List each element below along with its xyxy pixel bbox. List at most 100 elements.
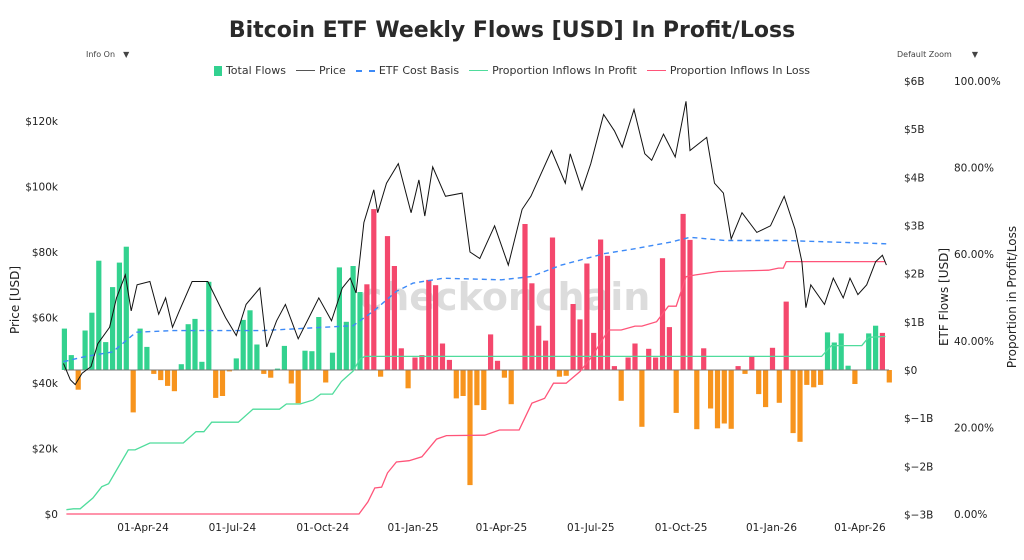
outflow-bar[interactable] bbox=[219, 370, 226, 396]
inflow-loss-bar[interactable] bbox=[522, 224, 528, 370]
outflow-bar[interactable] bbox=[763, 370, 769, 408]
outflow-bar[interactable] bbox=[165, 370, 171, 386]
outflow-bar[interactable] bbox=[213, 370, 219, 398]
info-toggle-dropdown[interactable]: Info On ▼ bbox=[86, 50, 129, 59]
inflow-loss-bar[interactable] bbox=[577, 319, 583, 370]
inflow-profit-bar[interactable] bbox=[343, 321, 349, 370]
proportion-profit-line[interactable] bbox=[66, 335, 886, 511]
inflow-loss-bar[interactable] bbox=[536, 325, 542, 370]
outflow-bar[interactable] bbox=[501, 370, 507, 378]
inflow-loss-bar[interactable] bbox=[384, 236, 391, 370]
outflow-bar[interactable] bbox=[130, 370, 136, 413]
outflow-bar[interactable] bbox=[742, 370, 748, 374]
inflow-profit-bar[interactable] bbox=[866, 333, 872, 370]
inflow-loss-bar[interactable] bbox=[543, 340, 549, 370]
inflow-profit-bar[interactable] bbox=[336, 267, 342, 370]
inflow-profit-bar[interactable] bbox=[316, 317, 322, 370]
inflow-loss-bar[interactable] bbox=[419, 355, 425, 370]
legend-item-proportion-profit[interactable]: Proportion Inflows In Profit bbox=[469, 64, 637, 77]
inflow-profit-bar[interactable] bbox=[329, 352, 336, 370]
inflow-loss-bar[interactable] bbox=[646, 348, 652, 370]
legend-item-total-flows[interactable]: Total Flows bbox=[213, 64, 286, 77]
inflow-loss-bar[interactable] bbox=[433, 285, 439, 370]
etf-cost-basis-line[interactable] bbox=[63, 236, 887, 363]
legend-item-etf-cost-basis[interactable]: ETF Cost Basis bbox=[355, 64, 459, 77]
inflow-profit-bar[interactable] bbox=[357, 292, 363, 370]
inflow-profit-bar[interactable] bbox=[233, 358, 239, 370]
inflow-profit-bar[interactable] bbox=[103, 342, 109, 370]
inflow-loss-bar[interactable] bbox=[446, 359, 452, 370]
outflow-bar[interactable] bbox=[378, 370, 384, 377]
outflow-bar[interactable] bbox=[639, 370, 645, 427]
inflow-profit-bar[interactable] bbox=[199, 361, 205, 370]
inflow-profit-bar[interactable] bbox=[247, 310, 253, 370]
inflow-profit-bar[interactable] bbox=[185, 324, 191, 370]
inflow-loss-bar[interactable] bbox=[604, 255, 611, 370]
inflow-loss-bar[interactable] bbox=[735, 366, 741, 370]
inflow-loss-bar[interactable] bbox=[666, 327, 672, 370]
outflow-bar[interactable] bbox=[474, 370, 480, 406]
inflow-profit-bar[interactable] bbox=[274, 368, 281, 370]
inflow-profit-bar[interactable] bbox=[873, 325, 879, 370]
inflow-profit-bar[interactable] bbox=[281, 345, 287, 370]
inflow-loss-bar[interactable] bbox=[570, 304, 576, 370]
outflow-bar[interactable] bbox=[886, 370, 892, 383]
inflow-profit-bar[interactable] bbox=[309, 351, 315, 370]
inflow-profit-bar[interactable] bbox=[123, 246, 129, 370]
inflow-profit-bar[interactable] bbox=[96, 260, 102, 370]
inflow-loss-bar[interactable] bbox=[426, 279, 432, 370]
inflow-loss-bar[interactable] bbox=[879, 332, 885, 370]
inflow-loss-bar[interactable] bbox=[687, 239, 693, 370]
inflow-profit-bar[interactable] bbox=[89, 312, 95, 370]
inflow-profit-bar[interactable] bbox=[137, 328, 143, 370]
outflow-bar[interactable] bbox=[467, 370, 473, 486]
outflow-bar[interactable] bbox=[261, 370, 267, 374]
price-line[interactable] bbox=[63, 101, 887, 386]
outflow-bar[interactable] bbox=[852, 370, 858, 384]
inflow-loss-bar[interactable] bbox=[529, 283, 535, 370]
inflow-profit-bar[interactable] bbox=[192, 318, 198, 370]
inflow-loss-bar[interactable] bbox=[591, 332, 597, 370]
outflow-bar[interactable] bbox=[618, 370, 624, 401]
outflow-bar[interactable] bbox=[295, 370, 301, 404]
outflow-bar[interactable] bbox=[811, 370, 817, 388]
outflow-bar[interactable] bbox=[756, 370, 762, 395]
proportion-loss-line[interactable] bbox=[66, 260, 886, 515]
inflow-profit-bar[interactable] bbox=[302, 350, 308, 370]
outflow-bar[interactable] bbox=[563, 370, 569, 376]
inflow-profit-bar[interactable] bbox=[824, 332, 831, 370]
inflow-profit-bar[interactable] bbox=[110, 287, 116, 370]
outflow-bar[interactable] bbox=[268, 370, 274, 378]
outflow-bar[interactable] bbox=[481, 370, 487, 410]
zoom-dropdown[interactable]: Default Zoom ▼ bbox=[897, 50, 978, 59]
inflow-profit-bar[interactable] bbox=[831, 342, 837, 371]
inflow-loss-bar[interactable] bbox=[364, 284, 370, 370]
inflow-loss-bar[interactable] bbox=[391, 266, 397, 370]
outflow-bar[interactable] bbox=[508, 370, 514, 405]
outflow-bar[interactable] bbox=[323, 370, 329, 383]
outflow-bar[interactable] bbox=[673, 370, 679, 413]
inflow-loss-bar[interactable] bbox=[549, 237, 556, 371]
inflow-profit-bar[interactable] bbox=[178, 364, 184, 370]
inflow-profit-bar[interactable] bbox=[61, 328, 67, 370]
inflow-profit-bar[interactable] bbox=[144, 346, 150, 370]
outflow-bar[interactable] bbox=[714, 370, 721, 429]
inflow-profit-bar[interactable] bbox=[240, 319, 246, 370]
outflow-bar[interactable] bbox=[460, 370, 466, 396]
inflow-loss-bar[interactable] bbox=[769, 347, 776, 370]
inflow-profit-bar[interactable] bbox=[350, 266, 356, 370]
outflow-bar[interactable] bbox=[453, 370, 459, 399]
outflow-bar[interactable] bbox=[288, 370, 294, 384]
inflow-loss-bar[interactable] bbox=[783, 301, 789, 370]
inflow-profit-bar[interactable] bbox=[116, 262, 122, 370]
outflow-bar[interactable] bbox=[818, 370, 824, 385]
inflow-loss-bar[interactable] bbox=[584, 263, 590, 371]
inflow-loss-bar[interactable] bbox=[749, 356, 755, 370]
legend-item-proportion-loss[interactable]: Proportion Inflows In Loss bbox=[646, 64, 810, 77]
inflow-loss-bar[interactable] bbox=[494, 360, 501, 370]
outflow-bar[interactable] bbox=[694, 370, 700, 430]
outflow-bar[interactable] bbox=[171, 370, 177, 392]
inflow-profit-bar[interactable] bbox=[68, 355, 74, 370]
inflow-loss-bar[interactable] bbox=[701, 348, 707, 370]
outflow-bar[interactable] bbox=[151, 370, 157, 374]
